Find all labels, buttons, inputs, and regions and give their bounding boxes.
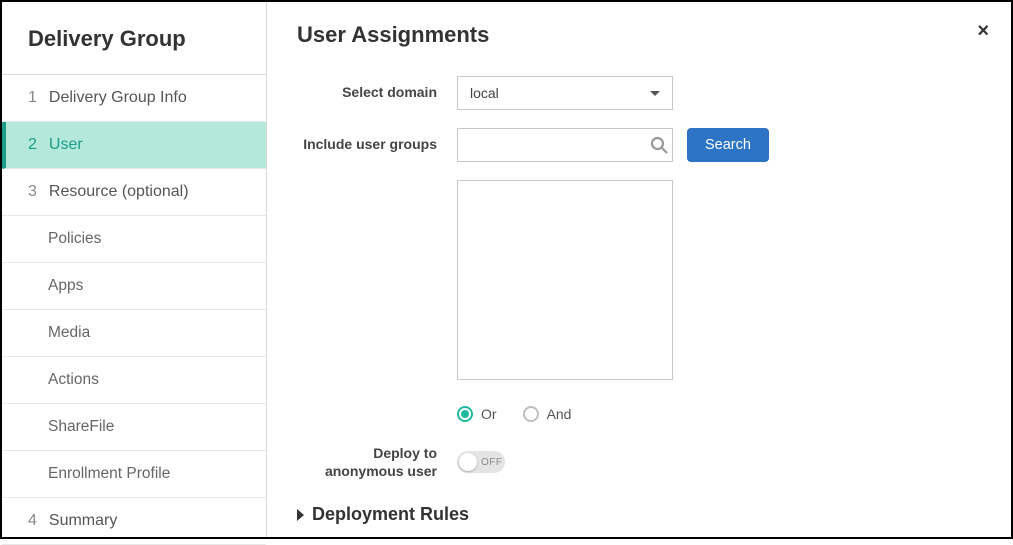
chevron-down-icon — [650, 91, 660, 96]
radio-icon — [523, 406, 539, 422]
nav-num: 3 — [28, 183, 37, 201]
close-button[interactable]: × — [977, 20, 989, 43]
domain-select[interactable]: local — [457, 76, 673, 110]
toggle-knob — [459, 453, 477, 471]
search-icon[interactable] — [649, 135, 669, 155]
sidebar-item-3[interactable]: Policies — [2, 216, 266, 263]
operator-radio-group: Or And — [457, 406, 981, 422]
groups-row: Include user groups Search — [297, 128, 981, 162]
nav-num: 2 — [28, 136, 37, 154]
anonymous-row: Deploy to anonymous user OFF — [297, 444, 981, 480]
chevron-right-icon — [297, 509, 304, 521]
anonymous-toggle[interactable]: OFF — [457, 451, 505, 473]
groups-search-wrap — [457, 128, 673, 162]
nav-label: Media — [48, 324, 90, 342]
sidebar-item-5[interactable]: Media — [2, 310, 266, 357]
nav-label: Summary — [49, 512, 117, 530]
sidebar-item-2[interactable]: 3 Resource (optional) — [2, 169, 266, 216]
sidebar-item-7[interactable]: ShareFile — [2, 404, 266, 451]
sidebar-title: Delivery Group — [2, 2, 266, 75]
nav-label: Actions — [48, 371, 99, 389]
domain-row: Select domain local — [297, 76, 981, 110]
search-button[interactable]: Search — [687, 128, 769, 162]
operator-or-radio[interactable]: Or — [457, 406, 497, 422]
operator-or-label: Or — [481, 406, 497, 422]
nav-label: ShareFile — [48, 418, 114, 436]
operator-and-radio[interactable]: And — [523, 406, 572, 422]
sidebar-item-0[interactable]: 1 Delivery Group Info — [2, 75, 266, 122]
nav-list: 1 Delivery Group Info 2 User 3 Resource (opti… — [2, 75, 266, 545]
nav-label: Resource (optional) — [49, 183, 189, 201]
sidebar-item-1[interactable]: 2 User — [2, 122, 266, 169]
domain-label: Select domain — [297, 76, 457, 100]
deployment-rules-title: Deployment Rules — [312, 504, 469, 525]
nav-label: Delivery Group Info — [49, 89, 187, 107]
sidebar-item-6[interactable]: Actions — [2, 357, 266, 404]
domain-value: local — [470, 85, 499, 101]
operator-and-label: And — [547, 406, 572, 422]
groups-listbox[interactable] — [457, 180, 673, 380]
anonymous-label: Deploy to anonymous user — [297, 444, 457, 480]
nav-label: Apps — [48, 277, 83, 295]
groups-search-input[interactable] — [468, 137, 649, 153]
groups-label: Include user groups — [297, 128, 457, 152]
nav-num: 1 — [28, 89, 37, 107]
deployment-rules-header[interactable]: Deployment Rules — [297, 504, 981, 525]
nav-label: User — [49, 136, 83, 154]
sidebar-item-9[interactable]: 4 Summary — [2, 498, 266, 545]
radio-icon — [457, 406, 473, 422]
nav-label: Enrollment Profile — [48, 465, 170, 483]
sidebar: Delivery Group 1 Delivery Group Info 2 User… — [2, 2, 267, 537]
page-title: User Assignments — [297, 22, 981, 48]
sidebar-item-4[interactable]: Apps — [2, 263, 266, 310]
toggle-state-text: OFF — [481, 457, 503, 468]
main-panel: × User Assignments Select domain local I… — [267, 2, 1011, 537]
sidebar-item-8[interactable]: Enrollment Profile — [2, 451, 266, 498]
nav-label: Policies — [48, 230, 101, 248]
nav-num: 4 — [28, 512, 37, 530]
